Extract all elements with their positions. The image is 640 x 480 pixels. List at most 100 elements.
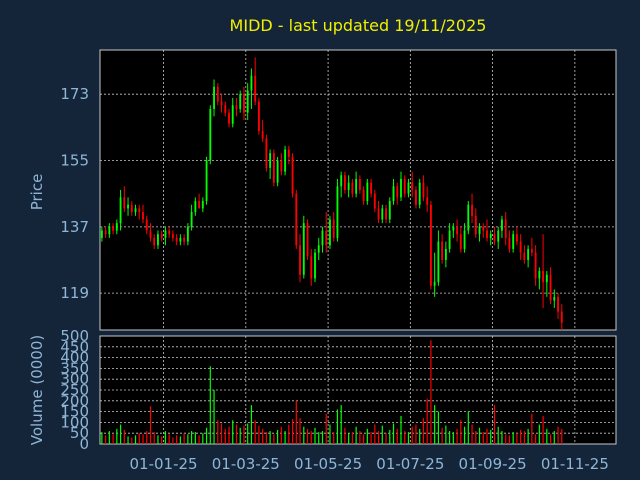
candle-body [254,75,257,102]
candle-body [534,252,537,279]
candle-body [418,182,421,205]
candle-body [415,190,417,205]
candle-body [486,230,488,238]
candle-body [284,149,287,172]
volume-axis-label: Volume (0000) [28,335,46,445]
candle-body [358,178,361,190]
candle-body [127,204,129,209]
volume-series [101,340,563,444]
candle-body [142,212,144,220]
volume-tick-label: 100 [60,413,89,431]
candle-body [175,237,178,242]
candle-body [321,230,324,246]
candle-body [261,131,264,139]
candle-body [145,219,148,231]
candle-body [164,230,167,238]
candle-body [194,201,197,213]
price-axis-label: Price [28,174,46,211]
candle-body [444,248,447,260]
candle-body [407,182,410,194]
candle-body [396,186,399,198]
candle-body [228,112,230,124]
candle-body [530,248,533,253]
candle-body [560,311,563,323]
date-tick-label: 01-09-25 [459,455,527,473]
volume-gridlines [100,336,616,444]
candle-body [545,274,548,283]
volume-tick-label: 300 [60,370,89,388]
candle-body [168,230,171,235]
candle-body [340,175,343,187]
candle-body [183,237,186,242]
candle-body [291,156,294,194]
candle-body [171,234,174,238]
candle-body [385,208,387,220]
candle-body [179,237,182,242]
candle-body [104,230,107,235]
candle-body [280,160,283,172]
candle-body [153,237,156,246]
date-tick-label: 01-11-25 [541,455,609,473]
candle-body [235,105,238,109]
candle-body [388,201,391,220]
candle-body [482,226,485,231]
candle-body [411,182,414,190]
volume-tick-label: 450 [60,338,89,356]
candle-body [351,182,354,194]
candle-body [553,296,556,301]
volume-tick-label: 200 [60,392,89,410]
price-tick-label: 119 [60,284,89,302]
candle-body [362,190,365,202]
volume-tick-label: 500 [60,327,89,345]
candle-body [138,208,141,213]
price-plot-area [99,49,617,331]
candle-body [463,230,466,249]
date-tick-label: 01-05-25 [294,455,362,473]
candle-body [422,182,425,198]
candle-body [542,271,545,283]
volume-tick-label: 150 [60,403,89,421]
candle-body [329,219,331,246]
candle-body [213,86,215,109]
candle-body [519,241,522,253]
candle-body [108,226,111,235]
candle-body [306,223,309,257]
volume-tick-label: 250 [60,381,89,399]
price-tick-label: 155 [60,152,89,170]
candle-body [112,226,115,231]
candle-body [400,178,402,198]
date-tick-labels: 01-01-25 01-03-25 01-05-25 01-07-25 01-09-25… [130,455,609,473]
candle-body [512,234,515,249]
candle-body [433,282,436,286]
candle-body [515,234,518,242]
candle-body [467,204,470,231]
date-tick-label: 01-03-25 [212,455,280,473]
candle-body [160,234,163,238]
price-tick-labels: 119 137 155 173 [60,85,89,302]
candle-body [205,160,208,202]
candlestick-series [100,57,563,330]
candle-body [198,201,201,209]
candle-body [497,230,500,242]
candle-body [381,208,384,220]
candle-body [538,271,541,279]
candle-body [231,105,234,124]
price-gridlines [100,50,616,330]
candle-body [437,241,440,283]
volume-tick-label: 350 [60,359,89,377]
candle-body [452,226,455,231]
volume-tick-label: 0 [79,435,89,453]
candle-body [287,149,290,157]
candle-body [355,178,358,194]
candle-body [265,138,268,168]
candle-body [220,101,223,106]
candle-body [549,274,552,301]
candle-body [157,234,159,246]
candle-body [239,94,242,109]
candle-body [504,219,507,238]
candle-body [471,204,473,216]
candle-body [343,175,346,190]
candle-body [310,256,313,279]
